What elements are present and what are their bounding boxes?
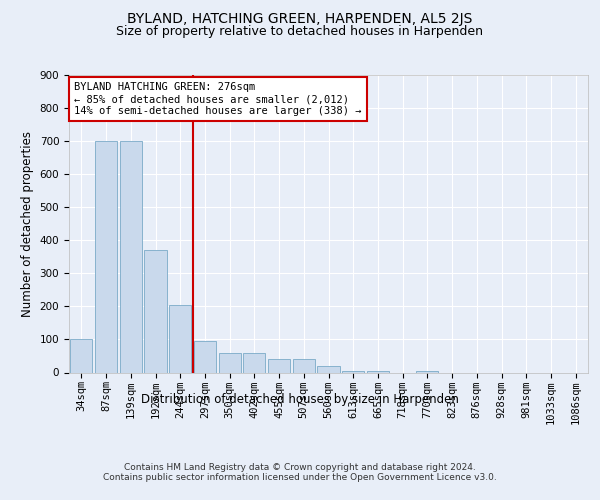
Bar bbox=[416, 371, 439, 372]
Bar bbox=[268, 360, 290, 372]
Bar bbox=[243, 352, 265, 372]
Bar bbox=[367, 371, 389, 372]
Bar bbox=[169, 304, 191, 372]
Text: Size of property relative to detached houses in Harpenden: Size of property relative to detached ho… bbox=[116, 25, 484, 38]
Bar bbox=[218, 352, 241, 372]
Bar bbox=[70, 340, 92, 372]
Y-axis label: Number of detached properties: Number of detached properties bbox=[21, 130, 34, 317]
Bar bbox=[317, 366, 340, 372]
Bar bbox=[95, 141, 117, 372]
Bar bbox=[194, 341, 216, 372]
Bar bbox=[293, 360, 315, 372]
Text: Contains HM Land Registry data © Crown copyright and database right 2024.
Contai: Contains HM Land Registry data © Crown c… bbox=[103, 462, 497, 482]
Text: BYLAND HATCHING GREEN: 276sqm
← 85% of detached houses are smaller (2,012)
14% o: BYLAND HATCHING GREEN: 276sqm ← 85% of d… bbox=[74, 82, 362, 116]
Bar bbox=[145, 250, 167, 372]
Text: Distribution of detached houses by size in Harpenden: Distribution of detached houses by size … bbox=[141, 392, 459, 406]
Bar bbox=[119, 141, 142, 372]
Bar bbox=[342, 371, 364, 372]
Text: BYLAND, HATCHING GREEN, HARPENDEN, AL5 2JS: BYLAND, HATCHING GREEN, HARPENDEN, AL5 2… bbox=[127, 12, 473, 26]
